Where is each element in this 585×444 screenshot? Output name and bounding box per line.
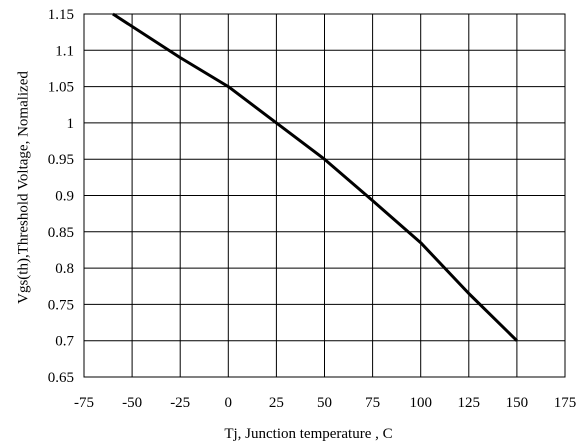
y-tick-label: 0.9 [55,189,74,205]
y-axis-label: Vgs(th),Threshold Voltage, Nomalized [15,71,31,304]
x-tick-label: 25 [269,395,284,411]
y-tick-label: 1.05 [48,80,74,96]
x-tick-label: -50 [122,395,142,411]
x-tick-label: 0 [225,395,233,411]
series-line-0 [113,14,517,341]
x-tick-label: -75 [74,395,94,411]
y-tick-label: 0.75 [48,297,74,313]
y-tick-label: 1.15 [48,7,74,23]
y-tick-label: 0.7 [55,334,74,350]
y-tick-label: 0.85 [48,225,74,241]
y-tick-label: 0.95 [48,152,74,168]
x-tick-label: 150 [506,395,529,411]
y-tick-label: 1 [67,116,75,132]
y-tick-labels: 0.65 0.7 0.75 0.8 0.85 0.9 0.95 1 1.05 1.1 1.15 [48,7,75,386]
x-tick-label: 50 [317,395,332,411]
grid [84,14,565,377]
series-layer [113,14,517,341]
x-tick-label: 175 [554,395,577,411]
x-tick-labels: -75 -50 -25 0 25 50 75 100 125 150 175 [74,395,576,411]
y-tick-label: 0.8 [55,261,74,277]
x-tick-label: 125 [458,395,481,411]
y-tick-label: 0.65 [48,370,74,386]
x-axis-label: Tj, Junction temperature , C [224,426,392,442]
x-tick-label: 75 [365,395,380,411]
x-tick-label: -25 [170,395,190,411]
x-tick-label: 100 [409,395,432,411]
y-tick-label: 1.1 [55,43,74,59]
